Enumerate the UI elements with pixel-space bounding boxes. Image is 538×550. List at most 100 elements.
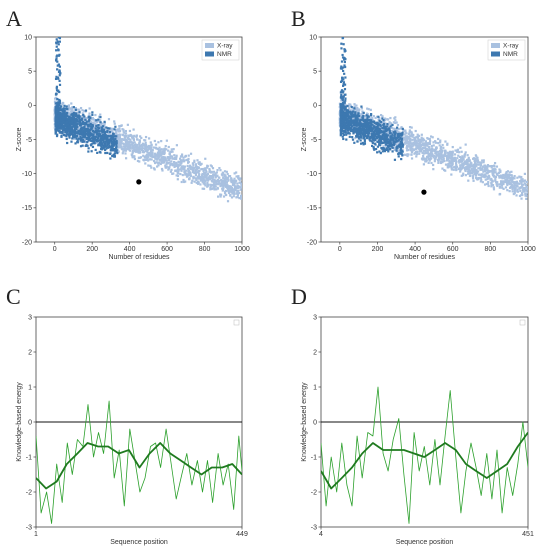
- panel-a-xray-point: [118, 136, 122, 140]
- panel-b-xray-point: [383, 119, 387, 122]
- panel-b-xray-point: [483, 175, 486, 179]
- panel-b-nmr-point: [382, 131, 385, 134]
- panel-a-nmr-point: [61, 116, 65, 119]
- panel-b-x-axis-label: Number of residues: [394, 254, 456, 261]
- panel-b-xray-point: [360, 114, 364, 117]
- panel-a-nmr-point: [70, 131, 73, 134]
- panel-a-nmr-point: [104, 145, 108, 148]
- panel-a-xray-point: [180, 169, 183, 172]
- panel-b-nmr-point: [381, 117, 384, 120]
- panel-b-xray-point: [434, 148, 438, 151]
- panel-b-xray-point: [421, 158, 424, 161]
- panel-b-xray-point: [405, 149, 409, 152]
- panel-a-nmr-point: [84, 133, 87, 136]
- panel-a-xray-point: [147, 153, 150, 157]
- panel-a-xray-point: [109, 127, 112, 130]
- panel-b-xray-point: [464, 166, 467, 169]
- panel-a-nmr-point: [74, 126, 77, 129]
- panel-b-xray-point: [424, 142, 427, 145]
- panel-a-nmr-point: [59, 121, 62, 124]
- panel-a-nmr-point: [111, 149, 115, 152]
- panel-b-xray-point: [352, 117, 355, 120]
- panel-b-xray-point: [526, 191, 528, 194]
- panel-b-xray-point: [520, 186, 523, 189]
- panel-a-xray-point: [236, 194, 240, 197]
- panel-a-nmr-point: [55, 55, 58, 58]
- panel-a-nmr-point: [101, 131, 104, 134]
- panel-b-xray-point: [473, 161, 477, 164]
- panel-b-xray-point: [486, 182, 490, 186]
- panel-b-xray-point: [418, 150, 421, 153]
- panel-b-xray-point: [407, 148, 410, 152]
- panel-a-nmr-point: [65, 131, 68, 134]
- panel-a-xray-point: [115, 131, 118, 134]
- panel-b-y-tick-label: -15: [307, 205, 317, 212]
- panel-a-xray-point: [195, 167, 198, 170]
- panel-b-xray-point: [474, 154, 477, 157]
- panel-b-nmr-point: [377, 134, 380, 137]
- panel-a-nmr-point: [55, 106, 58, 109]
- panel-b-xray-point: [481, 181, 484, 184]
- panel-b-xray-point: [460, 174, 463, 177]
- panel-b-xray-point: [519, 189, 522, 193]
- panel-b-xray-point: [406, 154, 409, 158]
- panel-a-nmr-point: [91, 111, 94, 114]
- panel-a-xray-point: [183, 180, 186, 184]
- panel-a-nmr-point: [92, 135, 95, 138]
- panel-a-xray-point: [142, 147, 145, 150]
- panel-a-xray-point: [215, 188, 218, 191]
- panel-a-xray-point: [136, 145, 139, 148]
- panel-b-xray-point: [496, 181, 499, 184]
- panel-b-xray-point: [451, 163, 454, 167]
- panel-a-xray-point: [182, 156, 185, 159]
- panel-a-xray-point: [125, 138, 128, 141]
- panel-a-nmr-point: [68, 116, 71, 119]
- panel-b-xray-point: [523, 182, 527, 185]
- panel-a-nmr-point: [99, 121, 102, 124]
- panel-a-xray-point: [177, 165, 180, 169]
- panel-a-xray-point: [111, 131, 114, 134]
- panel-a-nmr-point: [71, 133, 74, 136]
- panel-a-nmr-point: [96, 137, 100, 140]
- panel-a-xray-point: [171, 172, 174, 175]
- panel-b-xray-point: [432, 168, 435, 171]
- panel-b-xray-point: [504, 173, 508, 176]
- panel-b-xray-point: [439, 141, 442, 144]
- panel-a-nmr-point: [100, 145, 103, 148]
- panel-a-xray-point: [136, 138, 139, 141]
- panel-b-y-tick-label: -5: [311, 137, 317, 144]
- panel-b-xray-point: [464, 169, 467, 173]
- panel-b-xray-point: [407, 153, 410, 156]
- panel-b-xray-point: [447, 166, 450, 169]
- panel-b-xray-point: [504, 178, 507, 182]
- panel-a-series-xray: [53, 96, 242, 203]
- panel-b-xray-point: [509, 182, 512, 185]
- panel-a-nmr-point: [56, 104, 59, 108]
- panel-a-xray-point: [238, 196, 241, 200]
- panel-b-nmr-point: [365, 135, 368, 138]
- panel-b-xray-point: [468, 166, 471, 169]
- panel-a-legend-label-xray: X-ray: [217, 43, 233, 50]
- panel-a-xray-point: [211, 180, 214, 183]
- panel-b-nmr-point: [349, 126, 353, 129]
- panel-b-nmr-point: [374, 147, 378, 151]
- panel-a-xray-point: [133, 156, 136, 159]
- panel-a-nmr-point: [100, 147, 103, 150]
- panel-b-xray-point: [410, 157, 414, 160]
- panel-a-xray-point: [81, 112, 84, 115]
- panel-b-xray-point: [344, 103, 347, 106]
- panel-b-xray-point: [379, 132, 382, 136]
- panel-b-nmr-point: [394, 133, 397, 136]
- panel-a-xray-point: [240, 185, 242, 188]
- panel-b-nmr-point: [370, 119, 373, 122]
- panel-a-xray-point: [194, 173, 198, 177]
- panel-a-y-tick-label: 5: [28, 68, 32, 75]
- panel-b-xray-point: [427, 152, 430, 156]
- panel-b-xray-point: [455, 165, 459, 168]
- panel-a-xray-point: [214, 172, 217, 175]
- panel-a-xray-point: [198, 173, 201, 176]
- panel-b-xray-point: [444, 140, 447, 143]
- panel-a-nmr-point: [86, 141, 89, 144]
- panel-b-xray-point: [477, 170, 480, 173]
- panel-b-xray-point: [409, 147, 412, 150]
